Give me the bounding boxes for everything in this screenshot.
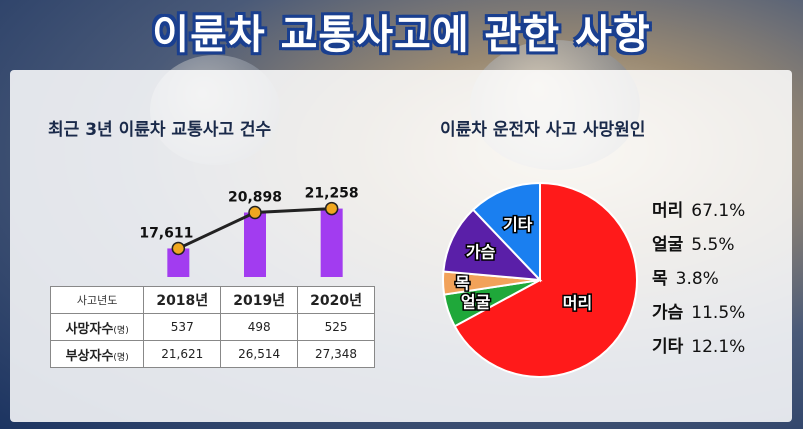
legend-percent: 11.5%: [691, 303, 746, 323]
bar-chart-subtitle: 최근 3년 이륜차 교통사고 건수: [48, 120, 272, 140]
chart-point: [248, 205, 262, 220]
pie-slice-label: 기타: [503, 215, 533, 234]
chart-bar: [320, 208, 343, 277]
legend-percent: 12.1%: [691, 337, 746, 357]
legend-item: 목 3.8%: [652, 264, 792, 294]
chart-bar: [167, 248, 190, 277]
legend-label: 가슴: [652, 303, 684, 323]
pie-slice-label: 얼굴: [461, 293, 491, 312]
legend-label: 얼굴: [652, 235, 684, 255]
chart-bar: [244, 212, 266, 277]
legend-percent: 3.8%: [675, 269, 719, 289]
legend-label: 목: [652, 269, 668, 289]
row-unit: (명): [113, 352, 129, 363]
legend-percent: 67.1%: [691, 201, 746, 221]
pie-chart-subtitle: 이륜차 운전자 사고 사망원인: [440, 120, 646, 140]
pie-slice-label: 머리: [563, 293, 592, 312]
table-year-header: 2019년: [220, 286, 299, 314]
table-row-label: 사망자수(명): [49, 313, 145, 341]
legend-label: 기타: [652, 337, 684, 357]
table-row-label: 부상자수(명): [49, 340, 145, 368]
row-label-text: 부상자수: [65, 348, 114, 364]
row-label-text: 사망자수: [65, 321, 114, 337]
table-header-row: 사고년도 2018년 2019년 2020년: [49, 286, 375, 314]
death-cause-pie-chart: 머리 얼굴목 가슴 기타: [442, 181, 638, 378]
accident-bar-chart: 17,611 20,898 21,258: [140, 186, 359, 277]
table-corner-label: 사고년도: [49, 286, 145, 314]
table-cell: 525: [297, 313, 375, 341]
table-cell: 27,348: [297, 340, 375, 368]
casualty-table: 사고년도 2018년 2019년 2020년 사망자수(명) 537 498 5…: [49, 286, 375, 368]
legend-percent: 5.5%: [691, 235, 735, 255]
legend-item: 머리 67.1%: [652, 196, 792, 226]
row-unit: (명): [113, 325, 129, 336]
page-title: 이륜차 교통사고에 관한 사항: [152, 12, 651, 58]
legend-item: 가슴 11.5%: [652, 298, 792, 328]
table-row: 사망자수(명) 537 498 525: [49, 313, 375, 341]
table-cell: 537: [143, 313, 222, 341]
table-cell: 21,621: [143, 340, 222, 368]
legend-item: 얼굴 5.5%: [652, 230, 792, 260]
legend-label: 머리: [652, 201, 684, 221]
table-row: 부상자수(명) 21,621 26,514 27,348: [49, 340, 375, 368]
table-year-header: 2018년: [143, 286, 222, 314]
pie-slice-label: 가슴: [466, 242, 496, 261]
pie-slice: [471, 181, 541, 283]
pie-slice: [442, 208, 543, 282]
chart-data-label: 20,898: [228, 190, 282, 206]
table-cell: 26,514: [220, 340, 299, 368]
legend-item: 기타 12.1%: [652, 332, 792, 362]
table-cell: 498: [220, 313, 299, 341]
chart-data-label: 21,258: [305, 186, 359, 202]
pie-slice: [453, 181, 638, 378]
chart-point: [324, 201, 339, 216]
chart-point: [171, 241, 186, 256]
pie-slice-label: 목: [455, 273, 470, 292]
table-year-header: 2020년: [297, 286, 375, 314]
chart-data-label: 17,611: [140, 225, 193, 241]
